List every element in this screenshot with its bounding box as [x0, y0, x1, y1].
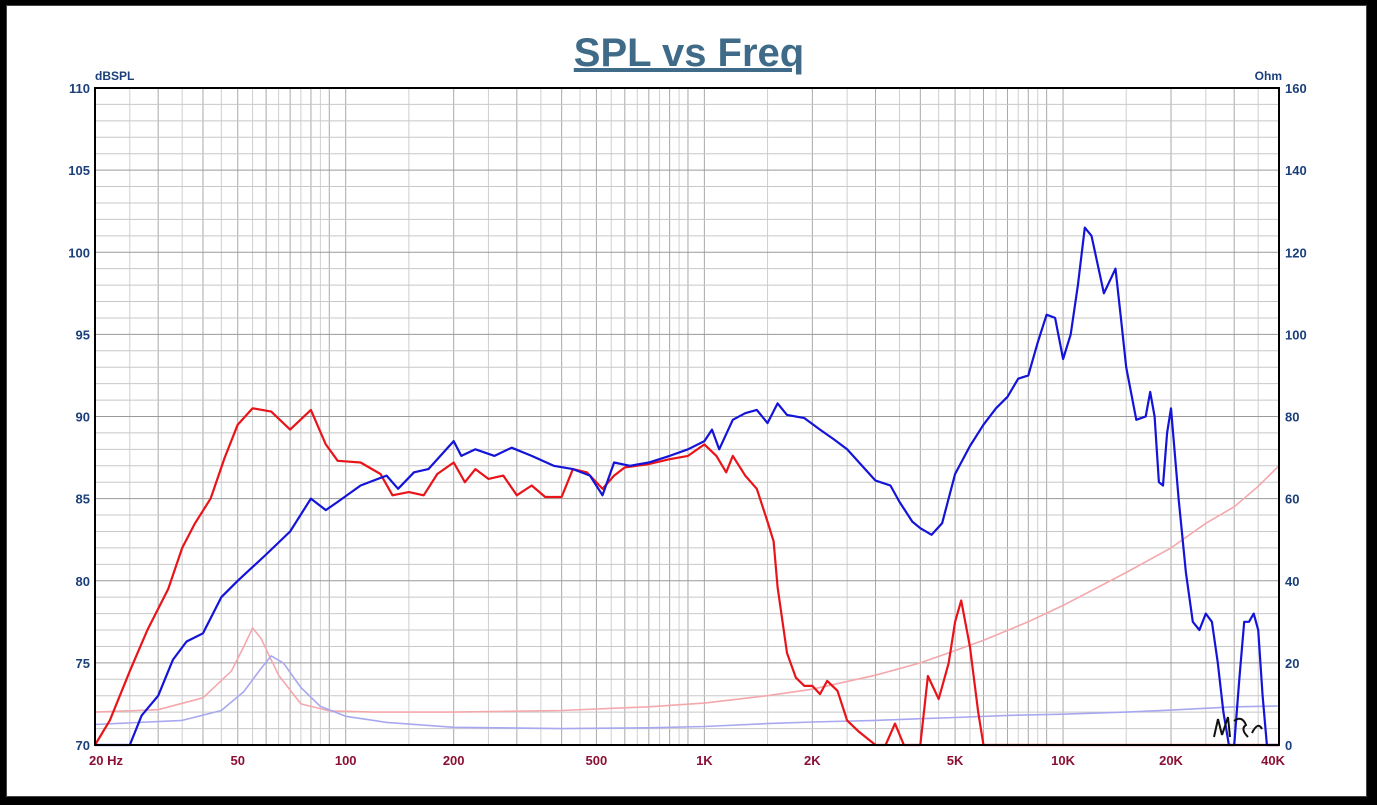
x-tick-label: 2K: [804, 753, 821, 768]
right-tick-label: 20: [1285, 656, 1299, 671]
chart-frame: SPL vs Freq dBSPL Ohm 70 75 80 85 90 95 100 105…: [6, 5, 1367, 797]
x-tick-label: 1K: [696, 753, 713, 768]
x-tick-label: 20K: [1159, 753, 1183, 768]
grid: [94, 87, 1280, 746]
right-tick-label: 80: [1285, 410, 1299, 425]
logo-mark: [1213, 716, 1263, 738]
left-tick-label: 85: [76, 492, 90, 507]
left-tick-label: 70: [76, 738, 90, 753]
left-tick-label: 100: [68, 245, 90, 260]
x-tick-label: 5K: [947, 753, 964, 768]
left-tick-label: 110: [69, 81, 90, 96]
left-tick-label: 105: [68, 163, 90, 178]
right-tick-label: 160: [1285, 81, 1307, 96]
spl-vs-freq-chart: SPL vs Freq dBSPL Ohm 70 75 80 85 90 95 100 105…: [68, 31, 1306, 768]
left-tick-label: 75: [76, 656, 90, 671]
right-tick-label: 100: [1285, 327, 1307, 342]
curves: [94, 226, 1280, 747]
x-tick-label: 20 Hz: [89, 753, 123, 768]
left-tick-label: 80: [76, 574, 90, 589]
chart-title: SPL vs Freq: [574, 31, 804, 75]
red-curve: [94, 407, 1279, 747]
right-tick-label: 60: [1285, 492, 1299, 507]
x-tick-label: 500: [586, 753, 608, 768]
right-tick-label: 120: [1285, 245, 1307, 260]
left-tick-label: 95: [76, 327, 90, 342]
left-tick-label: 90: [76, 410, 90, 425]
right-tick-label: 0: [1285, 738, 1292, 753]
x-tick-label: 50: [230, 753, 244, 768]
right-tick-label: 140: [1285, 163, 1307, 178]
lavender-curve: [94, 655, 1280, 730]
x-tick-label: 10K: [1051, 753, 1075, 768]
x-tick-label: 40K: [1261, 753, 1285, 768]
left-axis-unit: dBSPL: [95, 69, 134, 83]
blue-curve: [95, 226, 1279, 747]
x-tick-label: 200: [443, 753, 465, 768]
right-axis-unit: Ohm: [1255, 69, 1282, 83]
x-tick-label: 100: [335, 753, 357, 768]
pink-curve: [94, 465, 1280, 713]
tick-labels: 70 75 80 85 90 95 100 105 110 0 20 40 60 80 100 120 140 1…: [68, 81, 1306, 768]
plot-border: [94, 87, 1280, 746]
right-tick-label: 40: [1285, 574, 1299, 589]
